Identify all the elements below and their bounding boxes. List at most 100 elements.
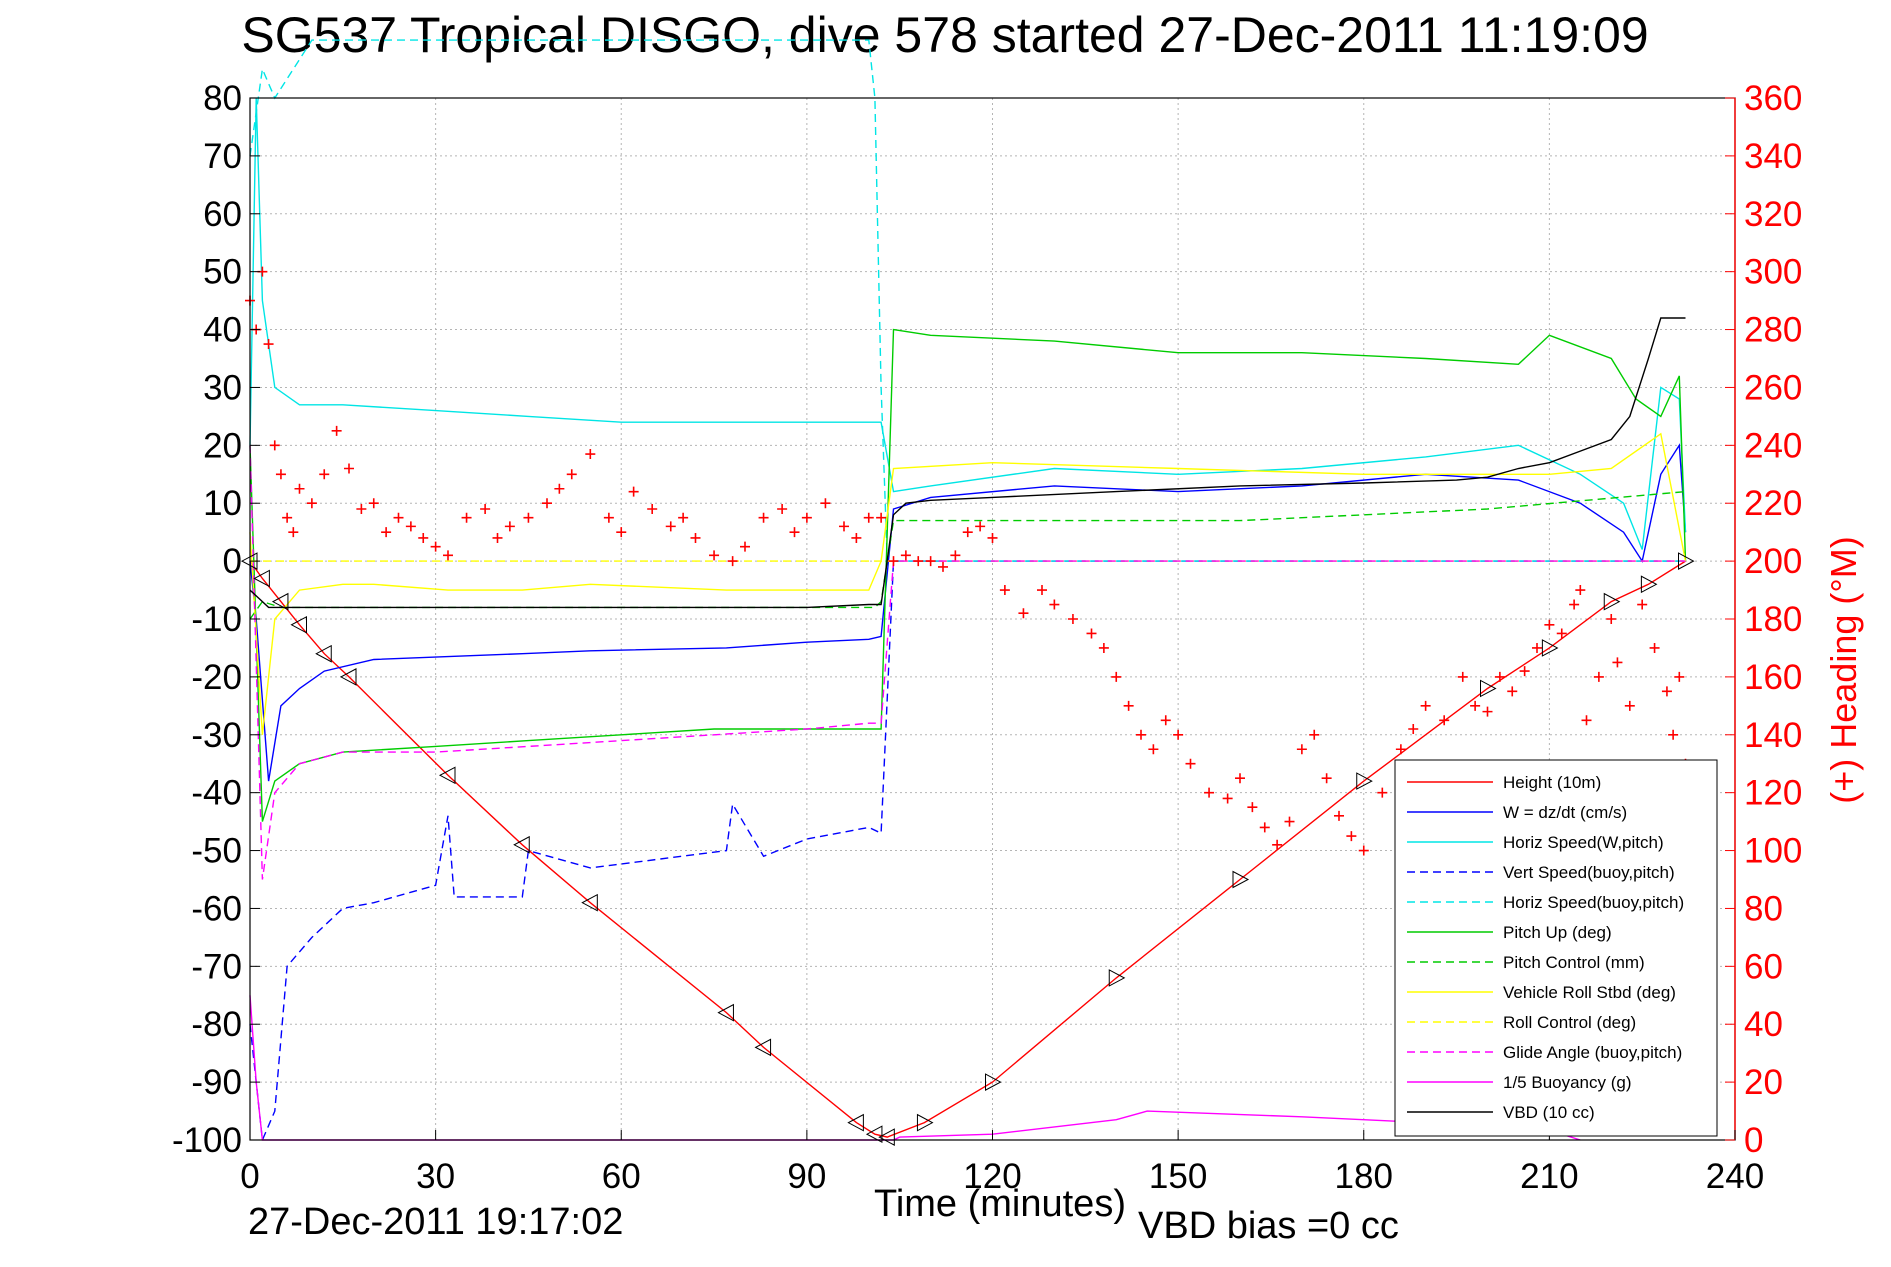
heading-point: [1098, 642, 1109, 653]
heading-point: [356, 504, 367, 515]
height-marker: [1480, 679, 1497, 698]
heading-point: [443, 550, 453, 561]
series-line-1: [249, 443, 1687, 782]
heading-point: [820, 498, 831, 509]
heading-point: [863, 512, 874, 523]
height-marker: [916, 1113, 934, 1132]
y-tick-label-right: 80: [1744, 889, 1783, 928]
x-tick-label: 210: [1520, 1157, 1578, 1196]
heading-point: [789, 527, 800, 538]
heading-point: [740, 541, 750, 552]
heading-point: [1575, 585, 1586, 596]
legend-entry-label: Horiz Speed(W,pitch): [1503, 833, 1664, 852]
heading-point: [1408, 723, 1419, 734]
heading-point: [269, 440, 280, 451]
chart-title: SG537 Tropical DISGO, dive 578 started 2…: [241, 7, 1648, 63]
series-line-6: [249, 490, 1686, 620]
heading-point: [1439, 715, 1450, 726]
series-line-9: [249, 445, 1686, 880]
heading-point: [566, 469, 577, 480]
heading-point: [554, 483, 565, 494]
x-tick-label: 90: [787, 1157, 826, 1196]
series-line-7: [249, 432, 1687, 735]
heading-point: [758, 512, 769, 523]
height-markers: [240, 552, 1695, 1146]
y-tick-label-right: 160: [1744, 658, 1802, 697]
heading-point: [1086, 628, 1097, 639]
y-tick-label-right: 60: [1744, 947, 1783, 986]
heading-point: [430, 541, 441, 552]
heading-point: [616, 527, 627, 538]
x-tick-label: 60: [602, 1157, 641, 1196]
heading-point: [1532, 642, 1542, 653]
height-marker: [717, 1003, 734, 1022]
heading-point: [690, 532, 701, 543]
heading-point: [1507, 686, 1518, 697]
y-tick-label-right: 180: [1744, 600, 1802, 639]
y-axis-label-right: (+) Heading (°M): [1823, 536, 1864, 803]
y-tick-label-left: 60: [203, 195, 242, 234]
heading-point: [504, 521, 515, 532]
heading-point: [1018, 608, 1029, 619]
y-tick-label-left: 0: [223, 542, 242, 581]
legend-entry-label: Pitch Up (deg): [1503, 923, 1612, 942]
heading-point: [647, 504, 658, 515]
heading-point: [1674, 671, 1685, 682]
heading-point: [1358, 845, 1369, 856]
y-tick-label-right: 240: [1744, 426, 1802, 465]
height-marker: [985, 1073, 1002, 1091]
heading-point: [331, 425, 342, 436]
legend-entry-label: 1/5 Buoyancy (g): [1503, 1073, 1632, 1092]
y-tick-label-left: 50: [203, 253, 242, 292]
y-tick-label-left: -100: [172, 1121, 242, 1160]
heading-point: [275, 469, 286, 480]
heading-point: [1296, 744, 1307, 755]
heading-point: [1222, 793, 1233, 804]
heading-point: [1569, 599, 1580, 610]
heading-point: [1049, 599, 1060, 610]
y-tick-label-left: 30: [203, 368, 242, 407]
height-marker: [1356, 772, 1373, 790]
heading-point: [1494, 671, 1505, 682]
heading-point: [900, 550, 911, 561]
heading-point: [1519, 666, 1530, 677]
heading-point: [876, 512, 887, 523]
heading-point: [777, 504, 788, 515]
heading-point: [1204, 787, 1215, 798]
x-tick-label: 30: [416, 1157, 455, 1196]
y-tick-label-left: 70: [203, 137, 242, 176]
heading-point: [1649, 642, 1660, 653]
y-tick-label-left: -50: [191, 832, 242, 871]
series-line-4: [249, 39, 1686, 562]
legend: Height (10m) W = dz/dt (cm/s) Horiz Speed(…: [1394, 759, 1718, 1137]
heading-point: [709, 550, 720, 561]
y-tick-label-right: 100: [1744, 832, 1802, 871]
heading-point: [1556, 628, 1567, 639]
series-line-0: [249, 560, 1686, 1138]
height-marker: [253, 569, 270, 588]
legend-entry-label: Glide Angle (buoy,pitch): [1503, 1043, 1682, 1062]
footer-timestamp: 27-Dec-2011 19:17:02: [248, 1201, 623, 1243]
heading-point: [962, 527, 973, 538]
legend-entry-label: Height (10m): [1503, 773, 1601, 792]
heading-point: [1067, 614, 1078, 624]
y-tick-label-left: -20: [191, 658, 242, 697]
heading-point: [727, 556, 738, 567]
height-marker: [1678, 552, 1695, 570]
legend-entry-label: Horiz Speed(buoy,pitch): [1503, 893, 1684, 912]
legend-entry-label: VBD (10 cc): [1503, 1103, 1595, 1122]
height-marker: [1603, 592, 1621, 611]
heading-point: [368, 498, 379, 509]
height-marker: [1541, 639, 1559, 657]
height-marker: [290, 615, 307, 634]
heading-point: [1185, 758, 1196, 769]
heading-point: [282, 512, 293, 523]
y-tick-label-right: 220: [1744, 484, 1802, 523]
heading-point: [381, 527, 392, 538]
height-marker: [339, 668, 357, 686]
height-marker: [847, 1113, 864, 1132]
y-tick-label-left: -90: [191, 1063, 242, 1102]
heading-point: [1395, 744, 1406, 755]
y-tick-label-right: 300: [1744, 253, 1802, 292]
heading-point: [628, 486, 639, 497]
